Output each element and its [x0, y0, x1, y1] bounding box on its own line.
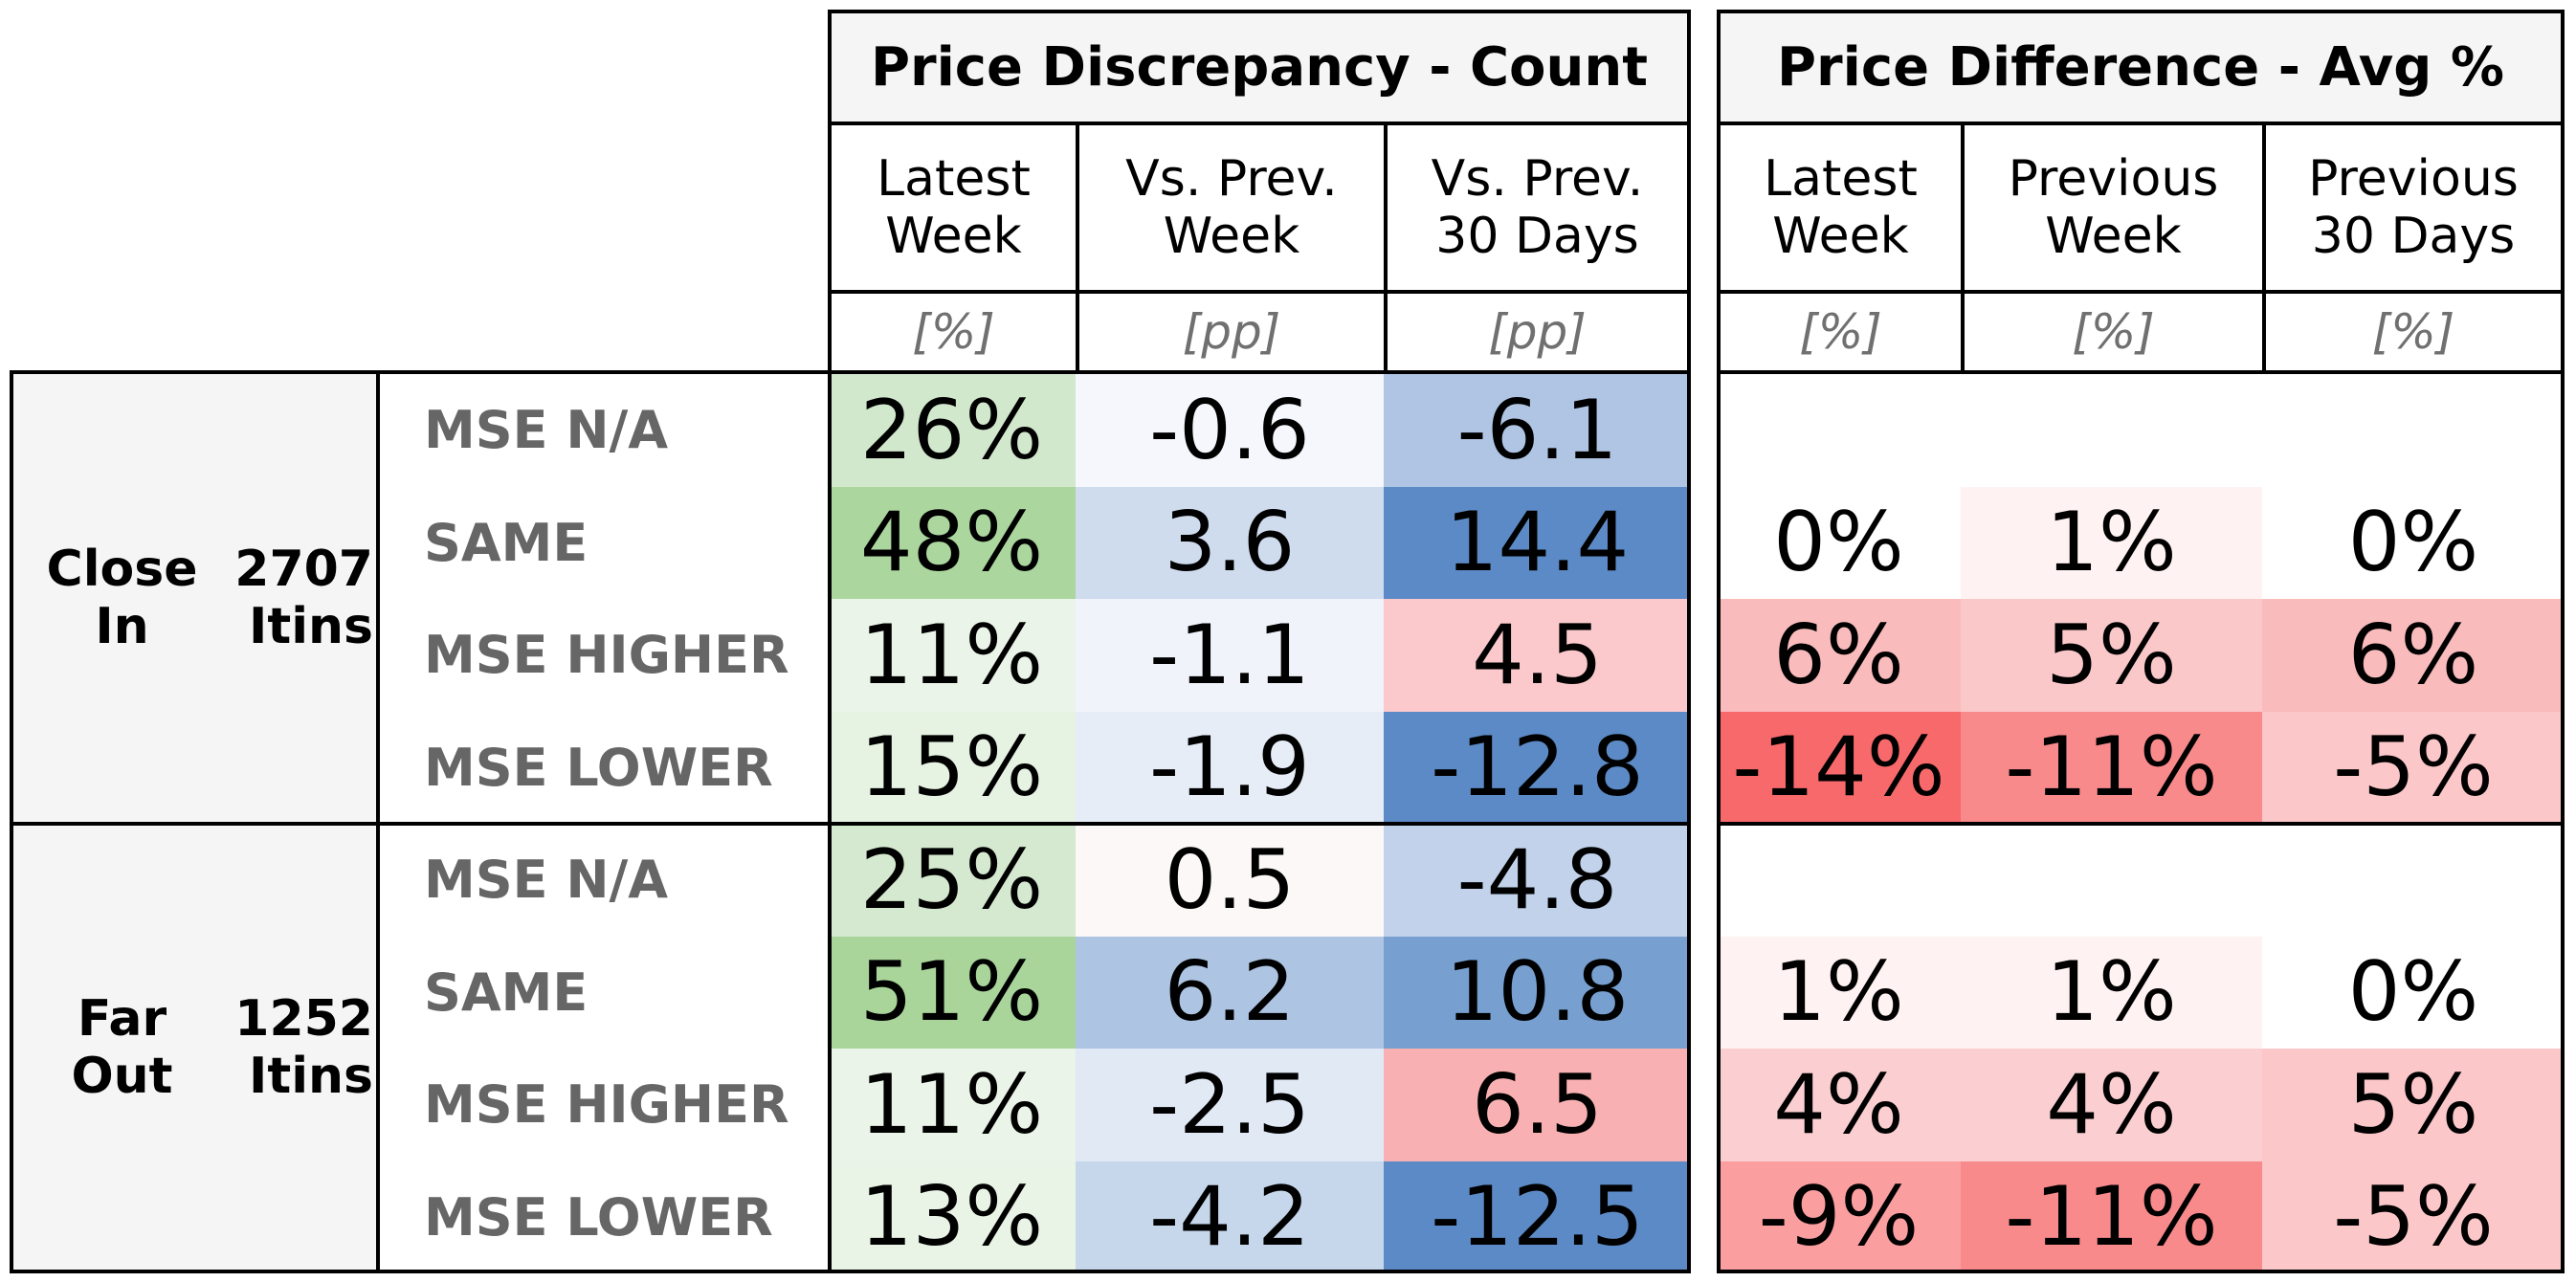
diff-cell — [2262, 374, 2565, 487]
row-label: MSE N/A — [424, 400, 669, 461]
count-cell: -12.5 — [1384, 1160, 1691, 1273]
diff-cell — [2262, 824, 2565, 937]
count-cell: -4.2 — [1076, 1160, 1384, 1273]
count-cell: -2.5 — [1076, 1049, 1384, 1161]
count-cell: 0.5 — [1076, 824, 1384, 937]
count-cell: -0.6 — [1076, 374, 1384, 487]
diff-cell: 1% — [1717, 936, 1961, 1049]
diff-cell: 5% — [2262, 1049, 2565, 1161]
count-cell: 10.8 — [1384, 936, 1691, 1049]
diff-cell: -5% — [2262, 711, 2565, 824]
count-cell: 13% — [828, 1160, 1076, 1273]
column-unit: [pp] — [1384, 290, 1691, 374]
row-label: MSE HIGHER — [424, 1074, 789, 1136]
group-box — [10, 370, 380, 826]
diff-cell: 0% — [1717, 486, 1961, 599]
section-title: Price Discrepancy - Count — [828, 10, 1691, 125]
group-count: 1252 Itins — [234, 990, 373, 1105]
count-cell: 48% — [828, 486, 1076, 599]
diff-cell: 1% — [1961, 486, 2262, 599]
row-label: SAME — [424, 962, 588, 1023]
diff-cell: 1% — [1961, 936, 2262, 1049]
diff-cell — [1717, 374, 1961, 487]
diff-cell: 4% — [1717, 1049, 1961, 1161]
row-label: MSE N/A — [424, 850, 669, 911]
diff-cell — [1961, 824, 2262, 937]
count-cell: -1.1 — [1076, 599, 1384, 712]
diff-cell: -11% — [1961, 711, 2262, 824]
column-header: Previous 30 Days — [2262, 122, 2565, 294]
count-cell: 25% — [828, 824, 1076, 937]
section-title: Price Difference - Avg % — [1717, 10, 2565, 125]
group-count: 2707 Itins — [234, 541, 373, 655]
count-cell: 3.6 — [1076, 486, 1384, 599]
group-divider — [828, 822, 1691, 826]
column-header: Vs. Prev. Week — [1076, 122, 1388, 294]
count-cell: 26% — [828, 374, 1076, 487]
column-unit: [%] — [1717, 290, 1965, 374]
diff-cell: 5% — [1961, 599, 2262, 712]
diff-cell — [1961, 374, 2262, 487]
column-header: Latest Week — [828, 122, 1079, 294]
diff-cell: 6% — [1717, 599, 1961, 712]
column-unit: [pp] — [1076, 290, 1388, 374]
group-name: Far Out — [71, 990, 173, 1105]
column-unit: [%] — [828, 290, 1079, 374]
count-cell: -12.8 — [1384, 711, 1691, 824]
group-box — [10, 822, 380, 1273]
group-divider — [10, 822, 832, 826]
diff-cell: 4% — [1961, 1049, 2262, 1161]
diff-cell — [1717, 824, 1961, 937]
count-cell: 11% — [828, 1049, 1076, 1161]
column-header: Vs. Prev. 30 Days — [1384, 122, 1691, 294]
row-label: MSE LOWER — [424, 737, 773, 798]
count-cell: 4.5 — [1384, 599, 1691, 712]
count-cell: -1.9 — [1076, 711, 1384, 824]
diff-cell: 0% — [2262, 486, 2565, 599]
row-label: MSE HIGHER — [424, 625, 789, 686]
count-cell: 6.2 — [1076, 936, 1384, 1049]
count-cell: 6.5 — [1384, 1049, 1691, 1161]
count-cell: 11% — [828, 599, 1076, 712]
count-cell: -6.1 — [1384, 374, 1691, 487]
diff-cell: 0% — [2262, 936, 2565, 1049]
column-header: Latest Week — [1717, 122, 1965, 294]
count-cell: -4.8 — [1384, 824, 1691, 937]
row-label: MSE LOWER — [424, 1186, 773, 1248]
column-unit: [%] — [1961, 290, 2266, 374]
diff-cell: -9% — [1717, 1160, 1961, 1273]
count-cell: 15% — [828, 711, 1076, 824]
count-cell: 51% — [828, 936, 1076, 1049]
column-unit: [%] — [2262, 290, 2565, 374]
group-divider — [1717, 822, 2565, 826]
row-label: SAME — [424, 512, 588, 573]
diff-cell: -14% — [1717, 711, 1961, 824]
diff-cell: 6% — [2262, 599, 2565, 712]
column-header: Previous Week — [1961, 122, 2266, 294]
count-cell: 14.4 — [1384, 486, 1691, 599]
diff-cell: -11% — [1961, 1160, 2262, 1273]
diff-cell: -5% — [2262, 1160, 2565, 1273]
group-name: Close In — [46, 541, 198, 655]
